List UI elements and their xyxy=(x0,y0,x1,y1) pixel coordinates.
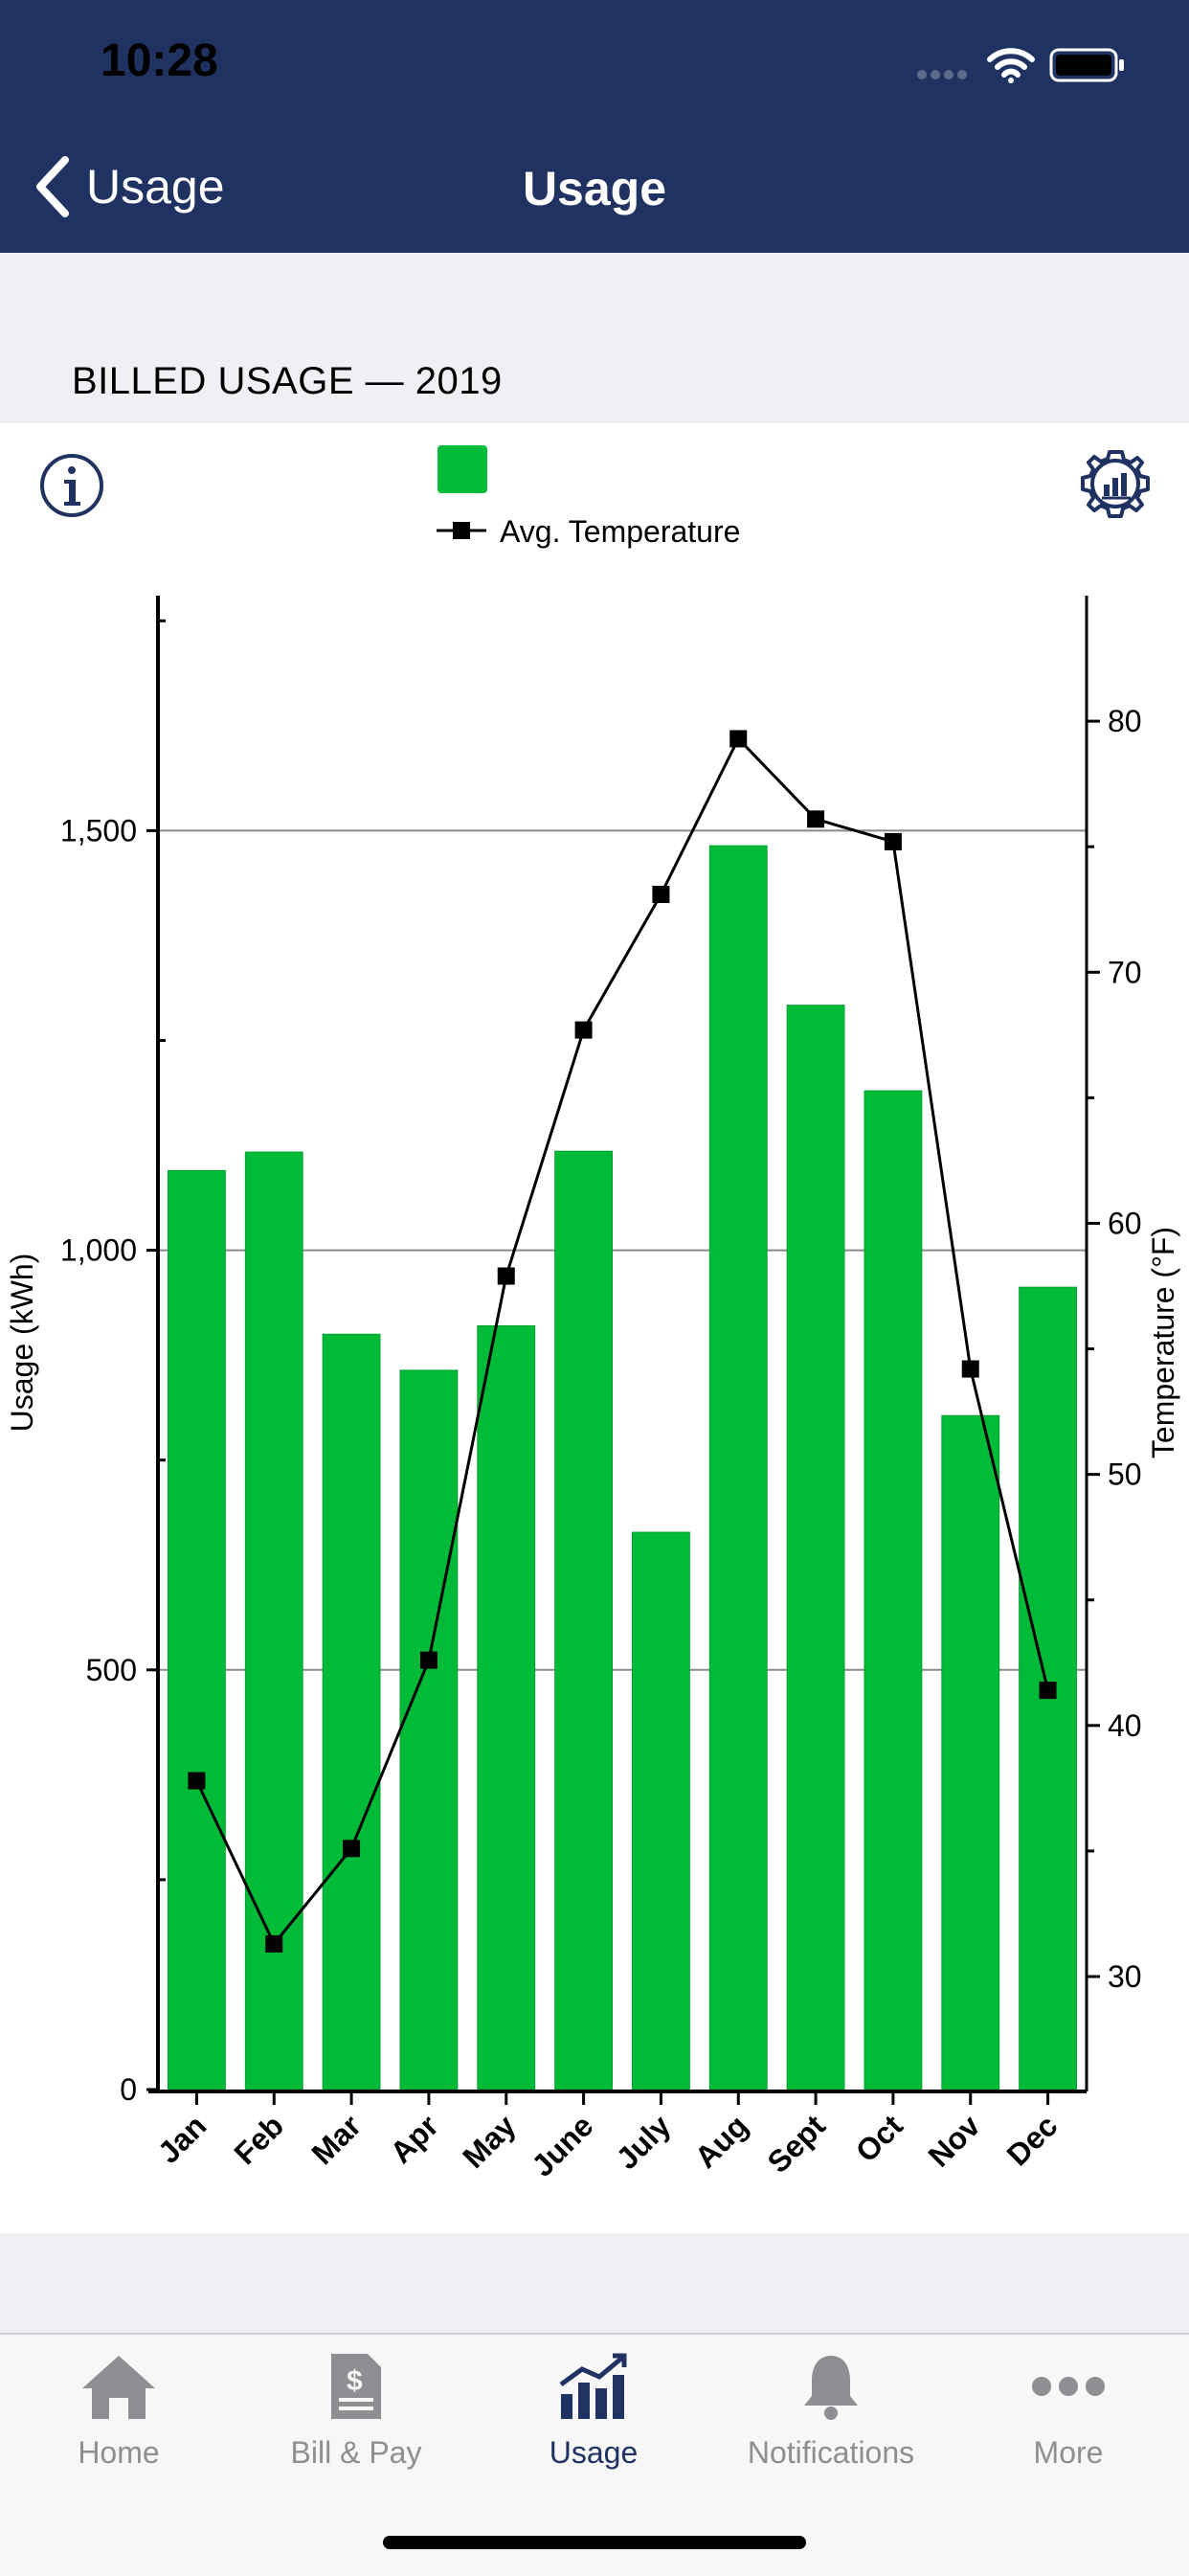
y2-tick-label: 80 xyxy=(1108,704,1142,738)
back-button[interactable]: Usage xyxy=(34,153,225,220)
usage-bar xyxy=(322,1333,381,2090)
x-tick-label: July xyxy=(610,2108,678,2176)
x-tick-label: June xyxy=(525,2108,599,2182)
tab-usage-label: Usage xyxy=(549,2435,639,2470)
y-tick-label: 1,000 xyxy=(60,1233,137,1268)
x-tick-label: Aug xyxy=(688,2108,754,2174)
y2-tick-label: 70 xyxy=(1108,955,1142,989)
legend-temperature-label: Avg. Temperature xyxy=(500,514,741,549)
x-tick-label: Oct xyxy=(849,2108,909,2168)
temperature-marker xyxy=(1039,1682,1057,1700)
chart-settings-gear-icon[interactable] xyxy=(1078,446,1153,521)
x-tick-label: Jan xyxy=(151,2108,213,2169)
legend-temperature-marker xyxy=(437,522,486,539)
tab-notifications[interactable]: Notifications xyxy=(712,2352,950,2471)
wifi-icon xyxy=(987,48,1035,83)
home-icon xyxy=(82,2356,155,2419)
usage-bar xyxy=(786,1005,845,2090)
y-tick-label: 1,500 xyxy=(60,813,137,847)
tab-home[interactable]: Home xyxy=(0,2352,237,2471)
section-title: BILLED USAGE — 2019 xyxy=(72,360,503,402)
temperature-marker xyxy=(265,1934,283,1953)
temperature-marker xyxy=(884,832,902,850)
temperature-marker xyxy=(188,1772,206,1790)
y2-tick-label: 30 xyxy=(1108,1959,1142,1994)
legend-usage-swatch xyxy=(437,445,487,493)
nav-header: 10:28 Usage Usage xyxy=(0,0,1189,253)
temperature-marker xyxy=(419,1651,437,1669)
usage-bar xyxy=(941,1414,1000,2090)
temperature-marker xyxy=(961,1360,979,1378)
y2-tick-label: 40 xyxy=(1108,1708,1142,1743)
temperature-marker xyxy=(574,1021,593,1039)
usage-chart-icon xyxy=(559,2353,627,2419)
tab-bill-pay[interactable]: $ Bill & Pay xyxy=(237,2352,475,2471)
svg-text:$: $ xyxy=(347,2365,363,2397)
battery-icon xyxy=(1049,48,1124,82)
y2-tick-label: 50 xyxy=(1108,1457,1142,1492)
home-indicator xyxy=(383,2536,806,2549)
tab-bill-pay-label: Bill & Pay xyxy=(290,2435,422,2470)
cellular-signal-icon xyxy=(917,67,971,84)
usage-bar xyxy=(477,1324,536,2090)
tab-home-label: Home xyxy=(78,2435,160,2470)
info-icon[interactable] xyxy=(38,452,105,519)
chevron-left-icon xyxy=(36,156,69,217)
usage-chart: 0 500 1,000 1,500 30 40 50 60 70 80 Jan Feb Mar Apr Ma… xyxy=(5,596,1180,2183)
bill-icon: $ xyxy=(331,2354,381,2419)
tab-notifications-label: Notifications xyxy=(747,2435,915,2470)
usage-bar xyxy=(864,1090,923,2090)
usage-bar xyxy=(708,845,768,2090)
status-time: 10:28 xyxy=(101,35,218,86)
x-tick-label: Apr xyxy=(383,2108,444,2169)
bell-icon xyxy=(804,2356,858,2420)
temperature-marker xyxy=(652,886,670,903)
y-axis-title: Usage (kWh) xyxy=(5,1254,39,1433)
temperature-marker xyxy=(729,730,748,748)
y-tick-label: 500 xyxy=(86,1653,137,1687)
tab-usage[interactable]: Usage xyxy=(475,2352,712,2471)
usage-bar xyxy=(244,1151,303,2090)
temperature-marker xyxy=(497,1267,515,1285)
x-tick-label: Feb xyxy=(228,2108,291,2171)
more-dots-icon xyxy=(1032,2377,1105,2396)
temperature-marker xyxy=(343,1840,361,1858)
back-label: Usage xyxy=(86,160,225,214)
y2-tick-label: 60 xyxy=(1108,1206,1142,1240)
x-tick-label: Dec xyxy=(1000,2108,1065,2172)
temperature-line xyxy=(195,735,1050,1947)
usage-bar xyxy=(399,1369,459,2090)
x-tick-label: Nov xyxy=(921,2108,986,2173)
tab-more[interactable]: More xyxy=(950,2352,1187,2471)
y-tick-label: 0 xyxy=(120,2072,137,2107)
y2-axis-title: Temperature (°F) xyxy=(1146,1227,1180,1458)
x-tick-label: Sept xyxy=(761,2108,833,2180)
page-title: Usage xyxy=(522,162,667,215)
usage-bar xyxy=(168,1169,226,2090)
temperature-marker xyxy=(807,810,825,828)
x-tick-label: Mar xyxy=(304,2108,368,2171)
usage-bar xyxy=(554,1150,613,2090)
x-tick-label: May xyxy=(456,2108,523,2175)
tab-more-label: More xyxy=(1033,2435,1104,2470)
usage-bar xyxy=(632,1531,690,2090)
